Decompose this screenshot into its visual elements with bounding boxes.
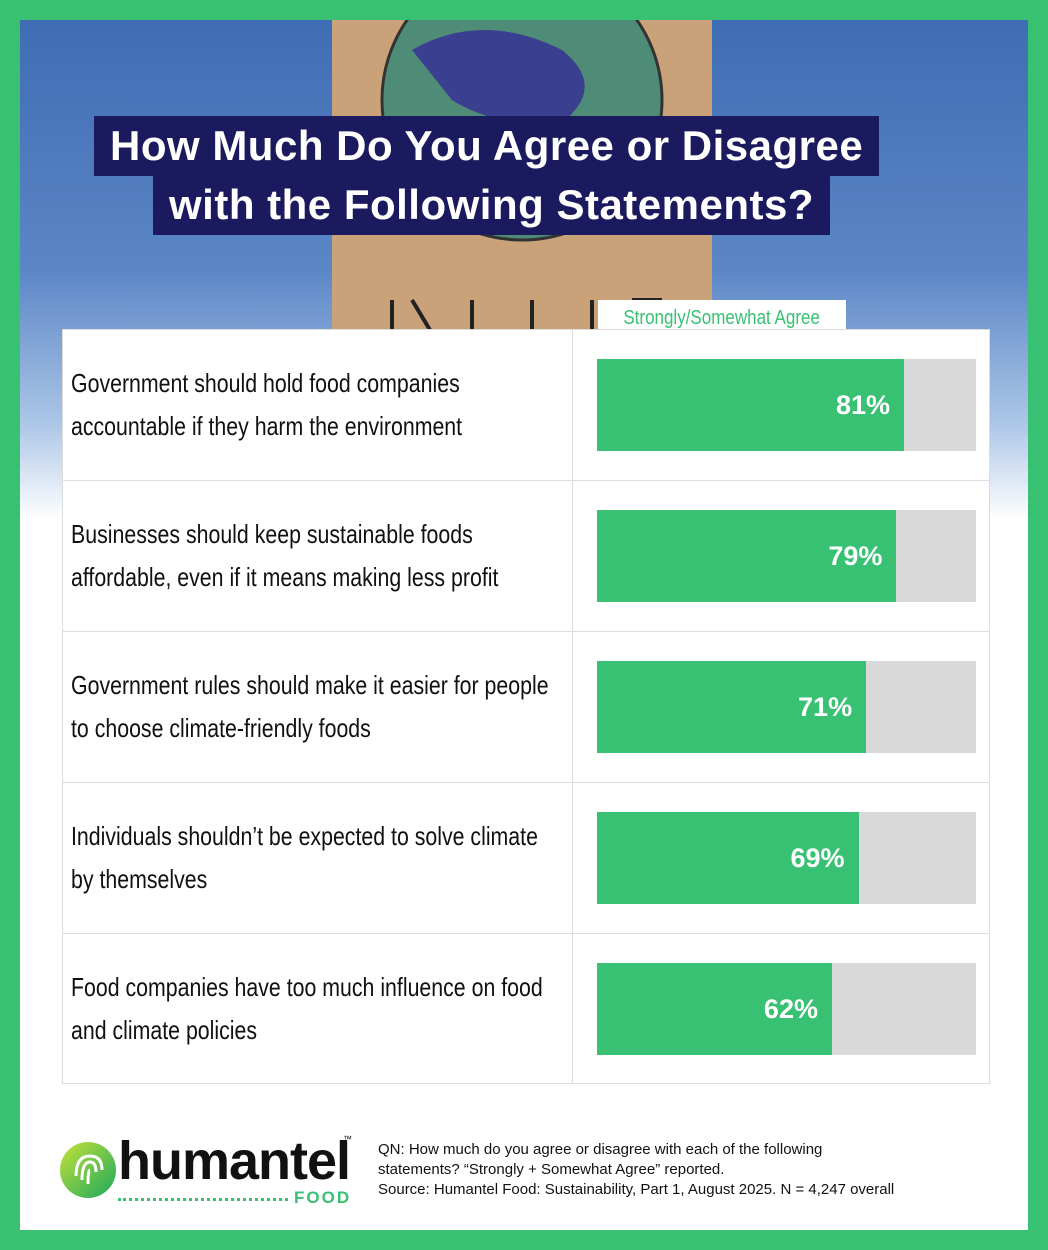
chart-table: Government should hold food companies ac… bbox=[62, 329, 990, 1084]
footnote-line: statements? “Strongly + Somewhat Agree” … bbox=[378, 1161, 725, 1178]
category-label: Government rules should make it easier f… bbox=[71, 670, 549, 743]
chart-title: with the Following Statements? bbox=[153, 175, 830, 235]
bar: 71% bbox=[597, 661, 867, 753]
value-label: 69% bbox=[790, 843, 845, 873]
trademark: ™ bbox=[343, 1134, 352, 1144]
value-label: 79% bbox=[828, 541, 883, 571]
category-label: Businesses should keep sustainable foods… bbox=[71, 519, 499, 592]
bar: 69% bbox=[597, 812, 859, 904]
bar-track: 71% bbox=[597, 661, 976, 753]
footnote-line: QN: How much do you agree or disagree wi… bbox=[378, 1141, 823, 1158]
bar-track: 62% bbox=[597, 963, 976, 1055]
bar: 79% bbox=[597, 510, 897, 602]
table-row: Businesses should keep sustainable foods… bbox=[63, 481, 989, 632]
value-label: 62% bbox=[763, 994, 818, 1024]
column-header: Strongly/Somewhat Agree bbox=[598, 300, 846, 332]
category-label: Government should hold food companies ac… bbox=[71, 368, 463, 441]
bar: 62% bbox=[597, 963, 832, 1055]
category-label: Individuals shouldn’t be expected to sol… bbox=[71, 821, 538, 894]
chart-title: How Much Do You Agree or Disagree bbox=[94, 116, 880, 176]
column-divider bbox=[572, 330, 573, 1083]
value-label: 71% bbox=[798, 692, 853, 722]
brand-name: humantel bbox=[118, 1131, 351, 1191]
table-row: Individuals shouldn’t be expected to sol… bbox=[63, 783, 989, 934]
table-row: Government rules should make it easier f… bbox=[63, 632, 989, 783]
logo-dots bbox=[118, 1198, 288, 1201]
logo: humantel ™ FOOD bbox=[58, 1130, 358, 1210]
table-row: Government should hold food companies ac… bbox=[63, 330, 989, 481]
bar-track: 69% bbox=[597, 812, 976, 904]
canvas: How Much Do You Agree or Disagree with t… bbox=[20, 20, 1028, 1230]
brand-sub: FOOD bbox=[294, 1188, 352, 1207]
column-header-text: Strongly/Somewhat Agree bbox=[623, 307, 821, 329]
bar-track: 81% bbox=[597, 359, 976, 451]
value-label: 81% bbox=[835, 390, 890, 420]
footnotes: QN: How much do you agree or disagree wi… bbox=[378, 1140, 894, 1200]
logo-icon bbox=[60, 1142, 116, 1198]
table-row: Food companies have too much influence o… bbox=[63, 934, 989, 1084]
footnote-line: Source: Humantel Food: Sustainability, P… bbox=[378, 1181, 895, 1198]
bar: 81% bbox=[597, 359, 904, 451]
category-label: Food companies have too much influence o… bbox=[71, 972, 543, 1045]
bar-track: 79% bbox=[597, 510, 976, 602]
